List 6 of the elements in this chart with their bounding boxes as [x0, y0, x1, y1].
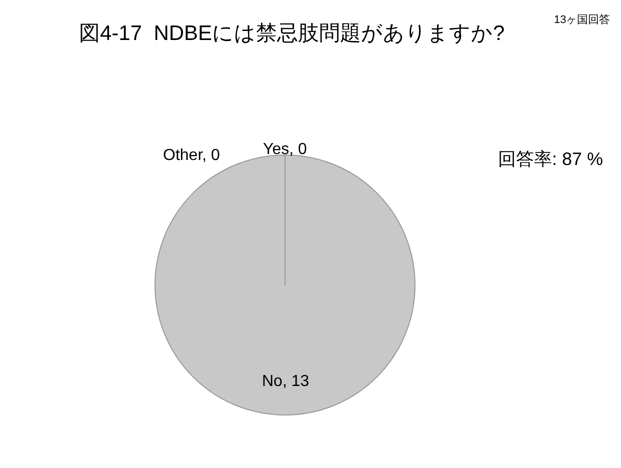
- text: 回答率: 87 %: [498, 149, 604, 169]
- slice-label: No, 13: [262, 373, 310, 390]
- chart-title: 図4-17 NDBEには禁忌肢問題がありますか?: [79, 22, 505, 46]
- category-label: Yes, 0: [263, 141, 307, 158]
- text: 13ヶ国回答: [554, 14, 610, 26]
- category-label: Other, 0: [163, 147, 220, 164]
